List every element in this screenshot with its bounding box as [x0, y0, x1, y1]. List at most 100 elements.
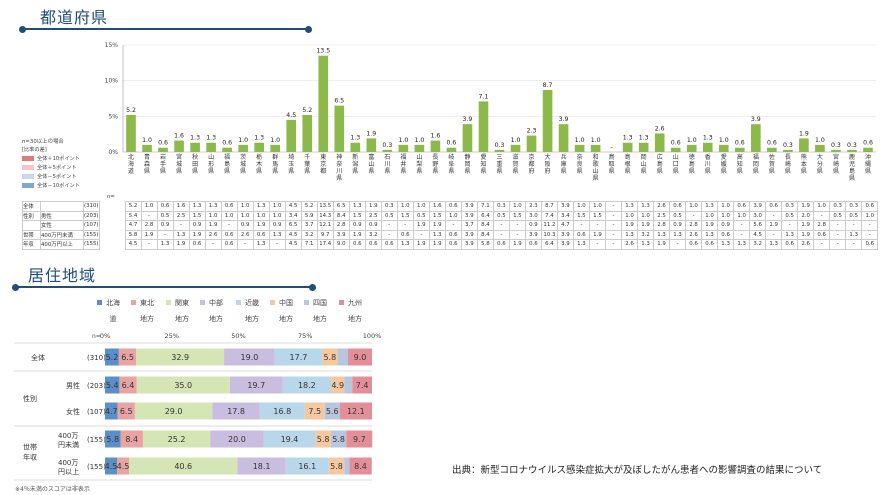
bar-value-label: 1.0	[719, 137, 729, 144]
legend-label: 九州地方	[348, 298, 362, 323]
x-tick-label: 千葉県	[304, 153, 310, 175]
legend-swatch	[131, 300, 136, 305]
bar	[478, 101, 489, 152]
segment-value-label: 9.7	[353, 435, 366, 444]
x-tick-label: 静岡県	[464, 153, 470, 175]
segment-value-label: 32.9	[171, 353, 189, 362]
table-value-cell: 1.5	[508, 210, 526, 221]
table-value-cell: 2.3	[524, 201, 542, 212]
stack-segment	[349, 457, 372, 475]
stack-segment	[324, 402, 340, 420]
table-n-cell: (310)	[83, 201, 100, 212]
y-tick-label: 15%	[105, 42, 119, 49]
bar-value-label: 13.5	[316, 48, 330, 55]
table-value-cell: 1.0	[444, 210, 462, 221]
x-tick-label: 福岡県	[753, 153, 759, 175]
stack-segment	[352, 376, 372, 394]
bar	[382, 149, 393, 152]
table-value-cell: -	[669, 239, 687, 250]
ratio-legend-swatch	[22, 156, 34, 161]
ratio-legend-swatch	[22, 165, 34, 170]
table-value-cell: 0.5	[829, 210, 847, 221]
table-value-cell: 5.8	[124, 229, 142, 240]
table-value-cell: 1.5	[348, 210, 366, 221]
segment-value-label: 4.5	[117, 462, 130, 471]
segment-value-label: 4.7	[105, 407, 118, 416]
segment-value-label: 5.4	[106, 381, 119, 390]
table-value-cell: 1.9	[188, 229, 206, 240]
table-value-cell: 6.5	[332, 201, 350, 212]
table-value-cell: 0.5	[156, 210, 174, 221]
table-value-cell: 0.6	[444, 239, 462, 250]
stack-segment	[105, 348, 119, 366]
table-value-cell: 0.6	[492, 239, 510, 250]
table-value-cell: 1.0	[701, 210, 719, 221]
table-value-cell: -	[396, 220, 414, 231]
table-value-cell: 0.6	[348, 239, 366, 250]
x-tick-label: 神奈川県	[336, 153, 342, 182]
table-value-cell: 1.9	[701, 220, 719, 231]
bar	[718, 144, 729, 152]
bar	[254, 142, 264, 152]
bar-value-label: 0.6	[671, 140, 681, 147]
table-spacer	[99, 211, 125, 221]
table-value-cell: 1.0	[620, 210, 639, 221]
stack-segment	[134, 402, 213, 420]
table-sub-cell: 400万円未満	[40, 229, 84, 240]
table-value-cell: -	[220, 220, 238, 231]
row-label: 400万円以上	[58, 459, 79, 476]
table-value-cell: 7.1	[476, 201, 494, 212]
x-tick-label: 福井県	[400, 153, 406, 175]
table-value-cell: 3.0	[524, 210, 542, 221]
table-value-cell: 1.0	[236, 210, 254, 221]
table-spacer	[99, 240, 125, 250]
segment-value-label: 40.6	[174, 462, 192, 471]
stack-segment	[330, 430, 347, 448]
table-value-cell: -	[813, 210, 831, 221]
bar	[783, 149, 793, 152]
table-value-cell: -	[588, 220, 606, 231]
table-value-cell: 0.5	[492, 210, 510, 221]
bar	[270, 144, 281, 152]
segment-value-label: 35.0	[174, 381, 192, 390]
bar	[286, 119, 297, 152]
table-value-cell: 4.7	[556, 220, 574, 231]
table-value-cell: 0.9	[348, 220, 366, 231]
bar	[799, 138, 809, 152]
x-tick-label: 岐阜県	[448, 153, 454, 175]
x-tick-label: 東京都	[320, 153, 326, 175]
table-value-cell: 1.6	[428, 201, 446, 212]
bar	[542, 89, 553, 152]
stack-segment	[339, 402, 372, 420]
bar-value-label: 0.3	[831, 142, 841, 149]
segment-value-label: 9.0	[354, 353, 367, 362]
table-value-cell: 0.6	[572, 229, 590, 240]
stack-segment	[344, 457, 350, 475]
segment-value-label: 6.5	[121, 353, 134, 362]
bar-value-label: 8.7	[543, 82, 553, 89]
table-value-cell: 1.3	[765, 239, 783, 250]
table-value-cell: -	[380, 220, 398, 231]
bar-value-label: 7.1	[479, 93, 489, 100]
bar-value-label: 0.3	[847, 142, 857, 149]
table-value-cell: -	[156, 229, 174, 240]
table-value-cell: 3.9	[749, 201, 767, 212]
bar-value-label: 1.3	[639, 135, 649, 142]
bar	[206, 142, 216, 152]
x-tick-label: 富山県	[368, 153, 374, 175]
table-value-cell: 1.9	[797, 229, 815, 240]
x-tick-label: 山口県	[673, 153, 679, 175]
table-value-cell: 3.2	[364, 229, 382, 240]
x-tick-label: 茨城県	[240, 153, 246, 175]
stack-segment	[212, 402, 260, 420]
table-value-cell: 1.0	[588, 201, 606, 212]
bar	[622, 142, 633, 152]
table-value-cell: 11.2	[540, 220, 558, 231]
legend-swatch	[270, 300, 275, 305]
table-value-cell: 3.0	[749, 210, 767, 221]
row-n-label: (155)	[87, 463, 106, 471]
x-tick-label: 和歌山県	[593, 153, 599, 182]
table-value-cell: 2.6	[236, 229, 254, 240]
table-value-cell: 0.6	[380, 239, 398, 250]
table-value-cell: 1.3	[252, 239, 270, 250]
